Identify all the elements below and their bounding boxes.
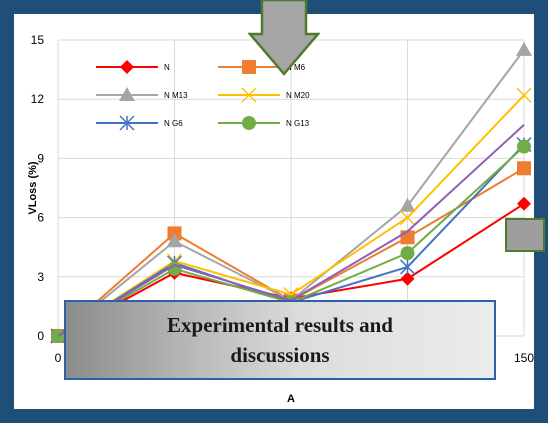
legend-marker	[241, 87, 257, 103]
legend-label: N M20	[286, 91, 310, 100]
data-point	[517, 161, 531, 176]
data-point	[399, 210, 416, 226]
y-tick-label: 12	[31, 92, 45, 106]
y-tick-label: 0	[37, 329, 44, 343]
data-point	[166, 233, 183, 248]
x-axis-label: A	[287, 393, 295, 405]
data-point	[400, 271, 415, 286]
y-axis-label: VLoss (%)	[27, 161, 39, 215]
y-tick-label: 6	[37, 211, 44, 225]
legend-label: N M6	[286, 63, 306, 72]
y-tick-label: 9	[37, 151, 44, 165]
data-point	[400, 246, 415, 261]
x-tick-label: 0	[55, 351, 62, 365]
y-tick-label: 3	[37, 270, 44, 284]
data-point	[517, 196, 531, 211]
legend-label: N M13	[164, 91, 188, 100]
section-title-banner[interactable]: Experimental results and discussions	[64, 300, 496, 380]
legend-label: N G13	[286, 119, 310, 128]
section-title: Experimental results and discussions	[167, 313, 393, 367]
side-callout-box	[505, 218, 545, 252]
legend-marker	[242, 60, 256, 74]
data-point	[517, 139, 531, 154]
data-point	[516, 41, 532, 56]
legend-marker	[242, 116, 256, 130]
x-tick-label: 150	[514, 351, 534, 365]
down-arrow-icon	[248, 0, 320, 76]
y-tick-label: 15	[31, 33, 45, 47]
legend-label: N G6	[164, 119, 183, 128]
data-point	[516, 87, 532, 103]
legend-marker	[120, 60, 134, 74]
legend-marker	[119, 87, 135, 101]
data-point	[399, 197, 416, 212]
legend-label: N	[164, 63, 170, 72]
